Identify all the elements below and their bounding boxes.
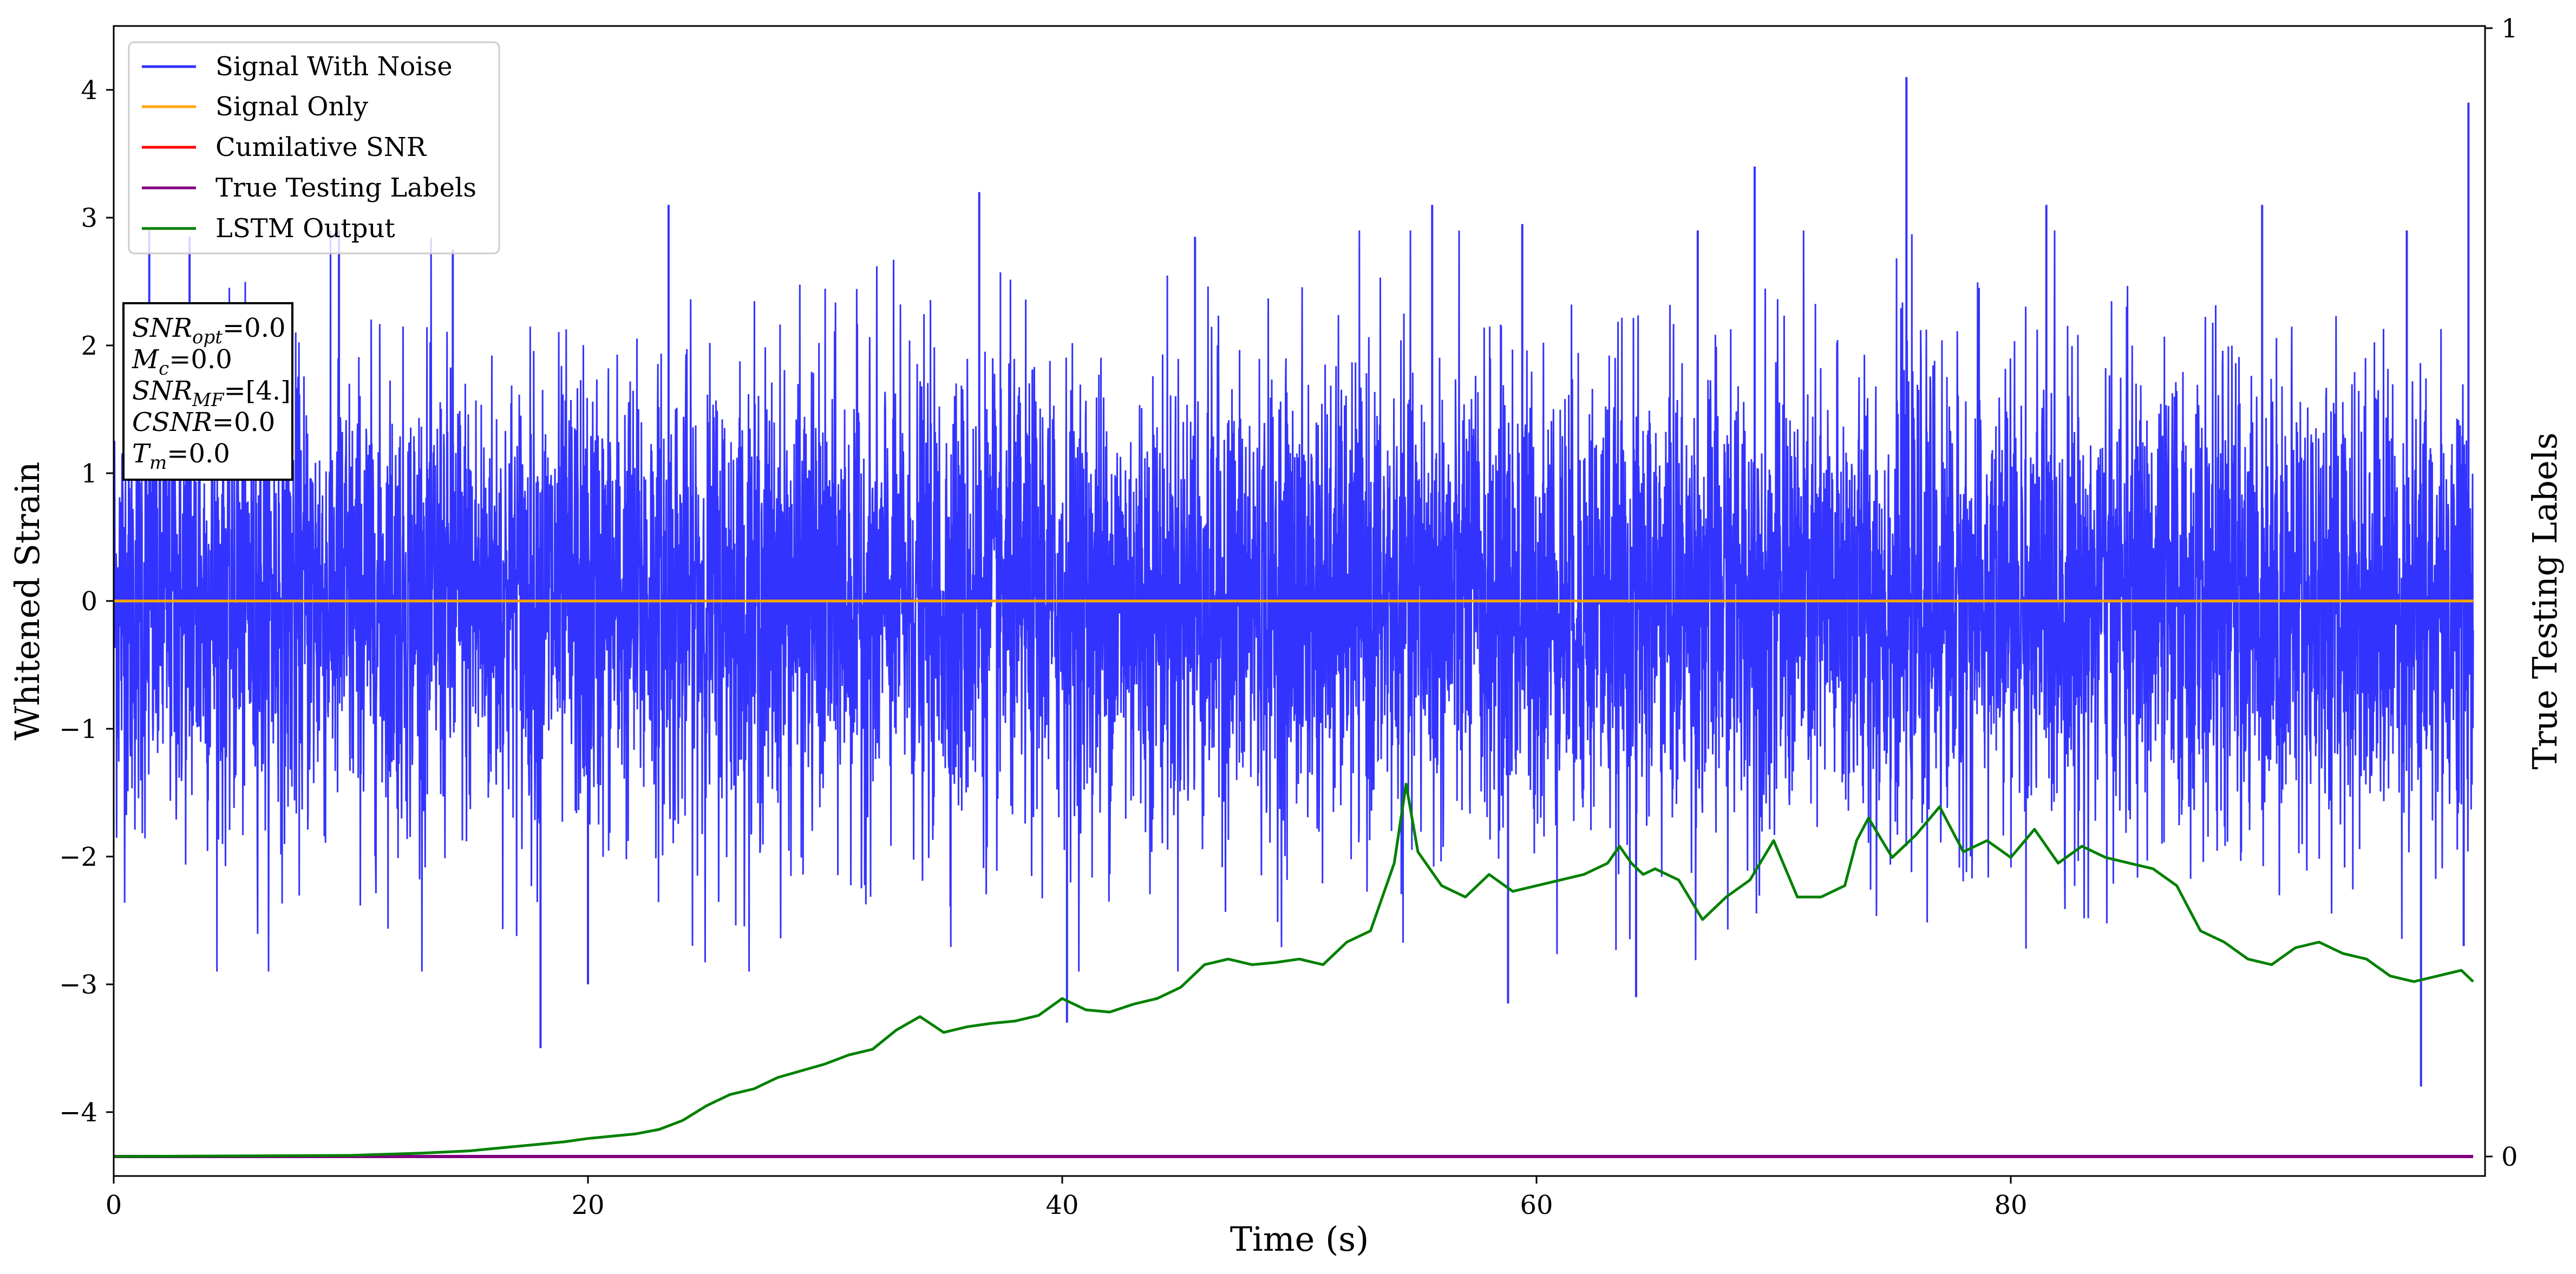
- parameter-line: Tm=0.0: [132, 439, 230, 474]
- x-axis-label: Time (s): [1230, 1219, 1369, 1259]
- y-tick-label: 3: [81, 203, 97, 233]
- x-tick-label: 80: [1994, 1190, 2027, 1220]
- lstm-output-line: [113, 782, 2474, 1158]
- y-tick-label: 2: [81, 331, 97, 361]
- parameter-line: Mc=0.0: [132, 344, 232, 380]
- y-tick-label: 4: [81, 75, 97, 106]
- parameter-line: CSNR=0.0: [132, 407, 275, 437]
- legend: Signal With Noise Signal Only Cumilative…: [128, 41, 500, 254]
- legend-label-lstm-output: LSTM Output: [215, 213, 395, 244]
- parameters-box-frame: [122, 302, 293, 481]
- legend-label-signal-with-noise: Signal With Noise: [215, 51, 453, 82]
- y-tick-label: 0: [81, 586, 97, 617]
- legend-label-true-testing-labels: True Testing Labels: [215, 173, 476, 203]
- y-tick-label: −4: [59, 1097, 97, 1128]
- signal-with-noise-line: [113, 230, 2474, 972]
- x-tick-label: 60: [1520, 1190, 1553, 1220]
- y-axis-label: Whitened Strain: [8, 462, 47, 741]
- legend-label-signal-only: Signal Only: [215, 92, 368, 122]
- signal-with-noise-series: [113, 77, 2474, 1087]
- x-tick-label: 20: [571, 1190, 604, 1220]
- y2-axis-label: True Testing Labels: [2525, 433, 2565, 770]
- y-tick-label: 1: [81, 459, 97, 489]
- line-series-group: [113, 599, 2474, 1158]
- legend-box: [128, 41, 500, 254]
- y-tick-label: −2: [59, 842, 97, 872]
- parameter-line: SNRMF=[4.]: [132, 376, 291, 411]
- y-tick-label: −1: [59, 714, 97, 744]
- y2-tick-label: 0: [2501, 1142, 2518, 1172]
- y2-tick-label: 1: [2501, 14, 2518, 44]
- parameter-line: SNRopt=0.0: [132, 313, 286, 348]
- x-tick-label: 0: [106, 1190, 122, 1220]
- y-tick-label: −3: [59, 970, 97, 1000]
- x-tick-label: 40: [1045, 1190, 1078, 1220]
- legend-label-cumulative-snr: Cumilative SNR: [215, 132, 427, 162]
